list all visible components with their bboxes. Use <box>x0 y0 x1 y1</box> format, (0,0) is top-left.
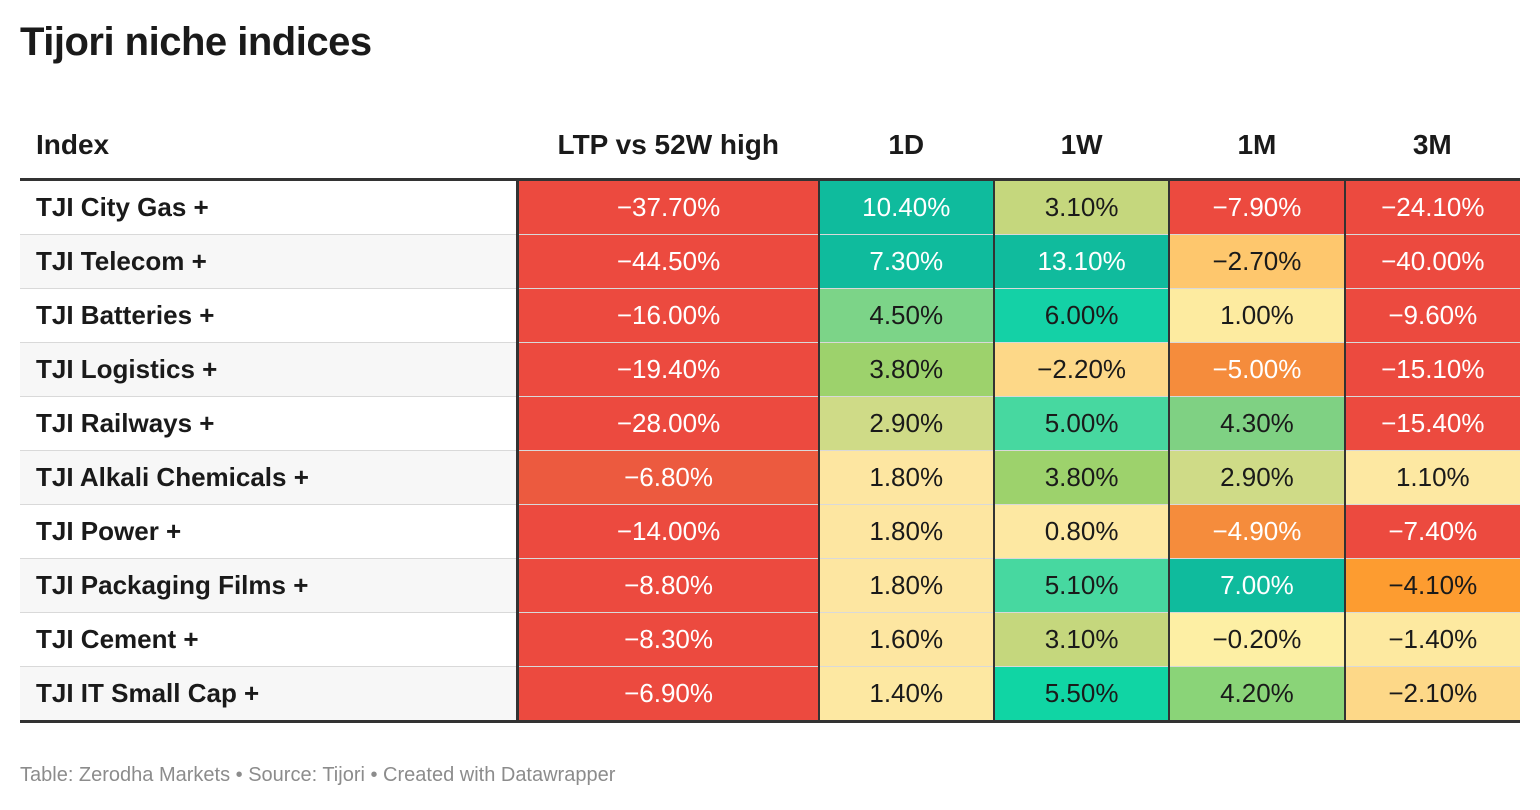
value-cell: −4.90% <box>1168 504 1345 559</box>
value-cell: 1.80% <box>817 504 994 559</box>
value-cell: −24.10% <box>1343 179 1520 235</box>
table-row: TJI City Gas + −37.70% 10.40% 3.10% −7.90% −2… <box>20 179 1520 235</box>
value-cell: 1.60% <box>817 612 994 667</box>
column-header: 1M <box>1169 112 1345 181</box>
value-cell: −37.70% <box>516 179 819 235</box>
value-cell: 1.80% <box>817 558 994 613</box>
value-cell: −2.10% <box>1343 666 1520 723</box>
value-cell: 2.90% <box>1168 450 1345 505</box>
table-row: TJI Telecom + −44.50% 7.30% 13.10% −2.70% −40… <box>20 234 1520 289</box>
value-cell: −14.00% <box>516 504 819 559</box>
value-cell: −5.00% <box>1168 342 1345 397</box>
value-cell: 3.10% <box>992 612 1170 667</box>
value-cell: −8.30% <box>516 612 819 667</box>
value-cell: 1.80% <box>817 450 994 505</box>
value-cell: 1.00% <box>1168 288 1345 343</box>
index-name-cell: TJI Cement + <box>20 612 518 667</box>
column-header: 3M <box>1344 112 1520 181</box>
value-cell: −40.00% <box>1343 234 1520 289</box>
value-cell: −2.70% <box>1168 234 1345 289</box>
table-row: TJI IT Small Cap + −6.90% 1.40% 5.50% 4.20% −… <box>20 666 1520 723</box>
table-row: TJI Power + −14.00% 1.80% 0.80% −4.90% −7.40% <box>20 504 1520 559</box>
value-cell: 7.00% <box>1168 558 1345 613</box>
index-name-cell: TJI Power + <box>20 504 518 559</box>
value-cell: 5.00% <box>992 396 1170 451</box>
value-cell: −44.50% <box>516 234 819 289</box>
index-name-cell: TJI Logistics + <box>20 342 518 397</box>
column-header: LTP vs 52W high <box>517 112 819 181</box>
value-cell: 3.10% <box>992 179 1170 235</box>
table-row: TJI Alkali Chemicals + −6.80% 1.80% 3.80% 2.… <box>20 450 1520 505</box>
index-name-cell: TJI Batteries + <box>20 288 518 343</box>
value-cell: 3.80% <box>992 450 1170 505</box>
footer-credit: Table: Zerodha Markets • Source: Tijori … <box>20 764 616 786</box>
value-cell: 4.50% <box>817 288 994 343</box>
value-cell: 1.40% <box>817 666 994 723</box>
value-cell: 2.90% <box>817 396 994 451</box>
value-cell: −1.40% <box>1343 612 1520 667</box>
table-row: TJI Logistics + −19.40% 3.80% −2.20% −5.00% −… <box>20 342 1520 397</box>
value-cell: 10.40% <box>817 179 994 235</box>
index-name-cell: TJI IT Small Cap + <box>20 666 518 723</box>
value-cell: −28.00% <box>516 396 819 451</box>
index-name-cell: TJI Alkali Chemicals + <box>20 450 518 505</box>
value-cell: −16.00% <box>516 288 819 343</box>
value-cell: −19.40% <box>516 342 819 397</box>
value-cell: −7.90% <box>1168 179 1345 235</box>
value-cell: 7.30% <box>817 234 994 289</box>
table-row: TJI Packaging Films + −8.80% 1.80% 5.10% 7.0… <box>20 558 1520 613</box>
value-cell: 0.80% <box>992 504 1170 559</box>
value-cell: 6.00% <box>992 288 1170 343</box>
value-cell: −2.20% <box>992 342 1170 397</box>
table-body: TJI City Gas + −37.70% 10.40% 3.10% −7.90% −2… <box>20 179 1520 723</box>
value-cell: 4.30% <box>1168 396 1345 451</box>
column-header: Index <box>20 112 518 181</box>
index-name-cell: TJI Packaging Films + <box>20 558 518 613</box>
value-cell: −6.80% <box>516 450 819 505</box>
table-header: Index LTP vs 52W high 1D 1W 1M 3M <box>20 112 1520 181</box>
value-cell: 13.10% <box>992 234 1170 289</box>
index-name-cell: TJI Railways + <box>20 396 518 451</box>
column-header: 1W <box>993 112 1170 181</box>
index-name-cell: TJI Telecom + <box>20 234 518 289</box>
index-name-cell: TJI City Gas + <box>20 179 518 235</box>
indices-table-container: Index LTP vs 52W high 1D 1W 1M 3M TJI City Ga… <box>20 112 1520 723</box>
value-cell: −6.90% <box>516 666 819 723</box>
page-title: Tijori niche indices <box>20 20 372 64</box>
value-cell: 4.20% <box>1168 666 1345 723</box>
table-row: TJI Railways + −28.00% 2.90% 5.00% 4.30% −15.… <box>20 396 1520 451</box>
table-row: TJI Cement + −8.30% 1.60% 3.10% −0.20% −1.40% <box>20 612 1520 667</box>
value-cell: −0.20% <box>1168 612 1345 667</box>
table-row: TJI Batteries + −16.00% 4.50% 6.00% 1.00% −9.… <box>20 288 1520 343</box>
value-cell: −7.40% <box>1343 504 1520 559</box>
value-cell: 5.10% <box>992 558 1170 613</box>
value-cell: 3.80% <box>817 342 994 397</box>
indices-table: Index LTP vs 52W high 1D 1W 1M 3M TJI City Ga… <box>20 112 1520 723</box>
value-cell: −8.80% <box>516 558 819 613</box>
value-cell: 5.50% <box>992 666 1170 723</box>
value-cell: −4.10% <box>1343 558 1520 613</box>
value-cell: −15.40% <box>1343 396 1520 451</box>
value-cell: 1.10% <box>1343 450 1520 505</box>
value-cell: −9.60% <box>1343 288 1520 343</box>
header-row: Index LTP vs 52W high 1D 1W 1M 3M <box>20 112 1520 181</box>
value-cell: −15.10% <box>1343 342 1520 397</box>
column-header: 1D <box>818 112 994 181</box>
